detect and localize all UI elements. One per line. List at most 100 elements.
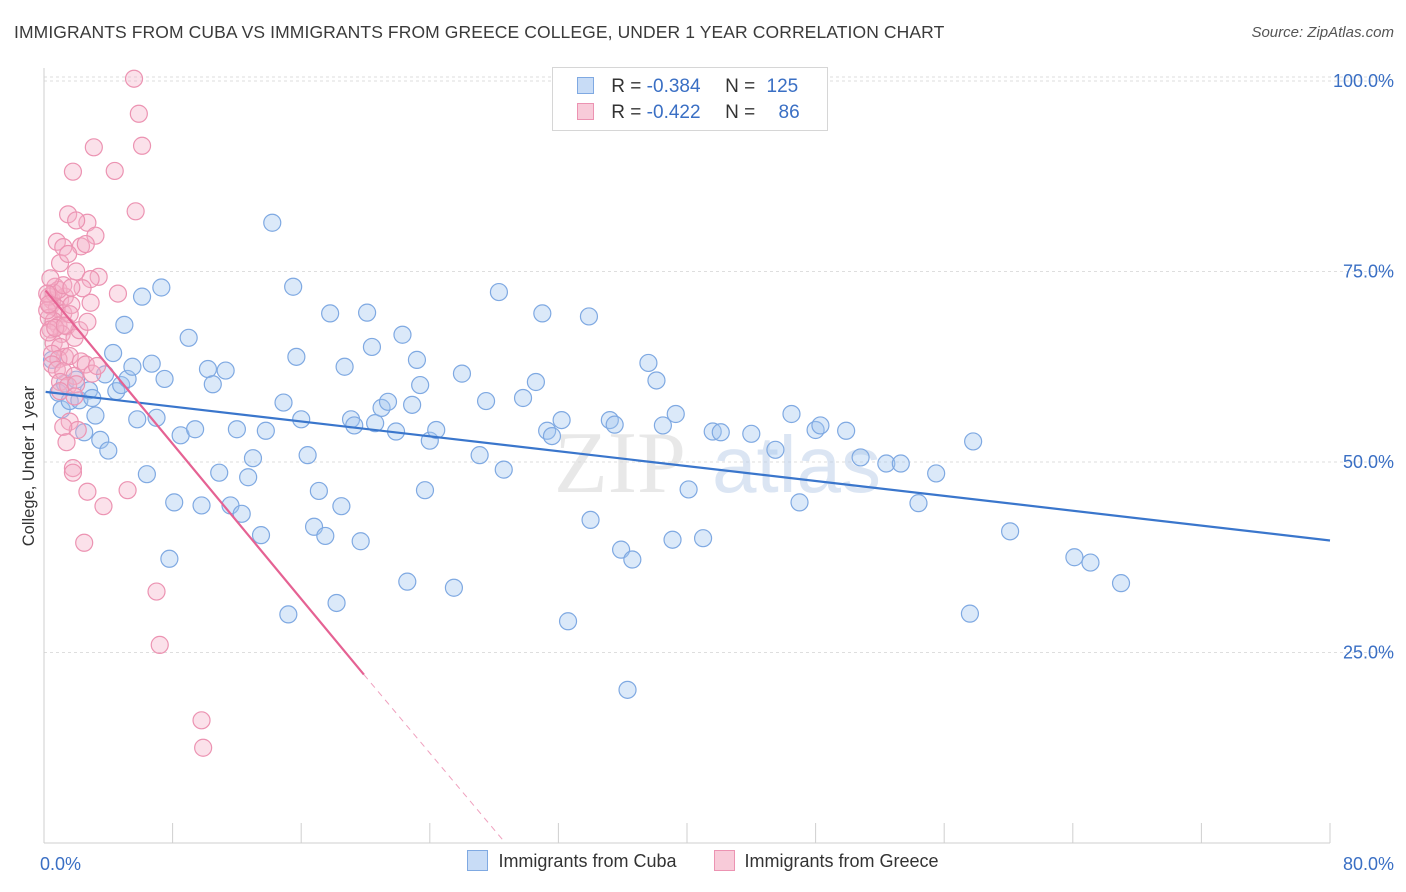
y-tick-label: 25.0% [1343,643,1394,663]
point-cuba [198,359,218,379]
point-cuba [378,392,398,411]
y-tick-label: 100.0% [1333,71,1394,91]
point-cuba [444,578,464,597]
greece-n-value: 86 [778,102,800,123]
point-greece [108,284,128,303]
point-cuba [132,287,152,306]
point-greece [81,293,100,312]
point-greece [94,497,113,516]
cuba-n-value: 125 [766,76,799,97]
axes: 0.0% 80.0% 25.0% 50.0% 75.0% 100.0% [40,68,1394,874]
point-greece [39,295,58,314]
legend-item-cuba[interactable]: Immigrants from Cuba [467,850,677,872]
point-cuba [327,593,346,613]
cuba-r-label: R = [611,76,642,97]
y-axis-title: College, Under 1 year [20,385,38,546]
point-greece [63,162,83,181]
point-cuba [398,572,417,591]
point-cuba [538,421,557,440]
point-cuba [411,375,430,395]
trend-line-cuba [45,390,1331,542]
trend-line-greece [44,289,365,676]
trend-extension-greece [363,674,506,844]
point-cuba [476,391,496,411]
point-cuba [494,460,513,479]
point-cuba [358,303,377,322]
point-cuba [287,347,306,366]
point-cuba [115,315,134,334]
point-cuba [123,357,142,376]
point-cuba [165,493,184,512]
legend-label-greece: Immigrants from Greece [744,851,939,871]
point-cuba [581,510,600,530]
point-greece [39,308,58,328]
point-greece [194,738,213,757]
point-cuba [179,328,198,347]
point-cuba [366,414,385,433]
point-greece [147,582,166,601]
point-cuba [1081,553,1100,572]
point-cuba [279,605,298,624]
point-cuba [623,550,642,569]
point-cuba [251,526,271,545]
point-cuba [679,480,698,499]
point-cuba [351,532,370,551]
point-cuba [711,423,730,442]
point-cuba [960,604,980,623]
scatter-points [38,69,1131,757]
x-tick-label: 0.0% [40,854,81,874]
point-cuba [243,449,263,468]
point-cuba [192,496,211,515]
point-cuba [256,421,275,440]
point-cuba [427,420,446,440]
point-cuba [927,464,946,483]
point-cuba [639,353,658,373]
legend-label-cuba: Immigrants from Cuba [498,851,677,871]
point-cuba [332,497,351,516]
point-greece [42,355,62,374]
point-greece [67,211,86,230]
greece-r-value: -0.422 [646,102,701,123]
x-tick-label: 80.0% [1343,854,1394,874]
point-cuba [790,493,809,512]
point-cuba [298,446,317,465]
point-greece [41,269,60,288]
point-cuba [618,680,637,699]
point-cuba [837,421,856,440]
point-cuba [99,441,118,460]
point-cuba [407,350,427,369]
point-cuba [766,440,785,459]
y-tick-label: 50.0% [1343,452,1394,472]
legend-item-greece[interactable]: Immigrants from Greece [713,850,939,872]
point-cuba [137,465,156,484]
point-cuba [210,463,229,482]
point-cuba [513,388,533,408]
point-cuba [742,424,761,443]
point-cuba [393,325,412,344]
cuba-r-value: -0.384 [646,76,701,97]
point-cuba [227,420,246,439]
point-cuba [909,494,928,513]
stats-legend-box: R = -0.384 N = 125 R = -0.422 N = 86 [552,67,828,131]
point-cuba [415,481,435,500]
stats-row-greece: R = -0.422 N = 86 [577,102,800,128]
point-greece [68,420,87,440]
point-cuba [155,369,174,389]
point-cuba [666,404,685,424]
point-cuba [403,395,422,414]
point-cuba [86,406,105,425]
point-cuba [309,481,328,501]
point-cuba [964,432,983,451]
point-cuba [605,415,624,434]
point-cuba [203,375,222,394]
source-note: Source: ZipAtlas.com [1251,24,1394,41]
greece-r-label: R = [611,102,642,123]
point-greece [126,202,145,221]
point-greece [60,305,79,324]
point-greece [87,356,107,376]
point-greece [54,417,73,437]
stats-row-cuba: R = -0.384 N = 125 [577,76,798,102]
cuba-swatch [577,77,594,94]
point-greece [57,433,76,452]
